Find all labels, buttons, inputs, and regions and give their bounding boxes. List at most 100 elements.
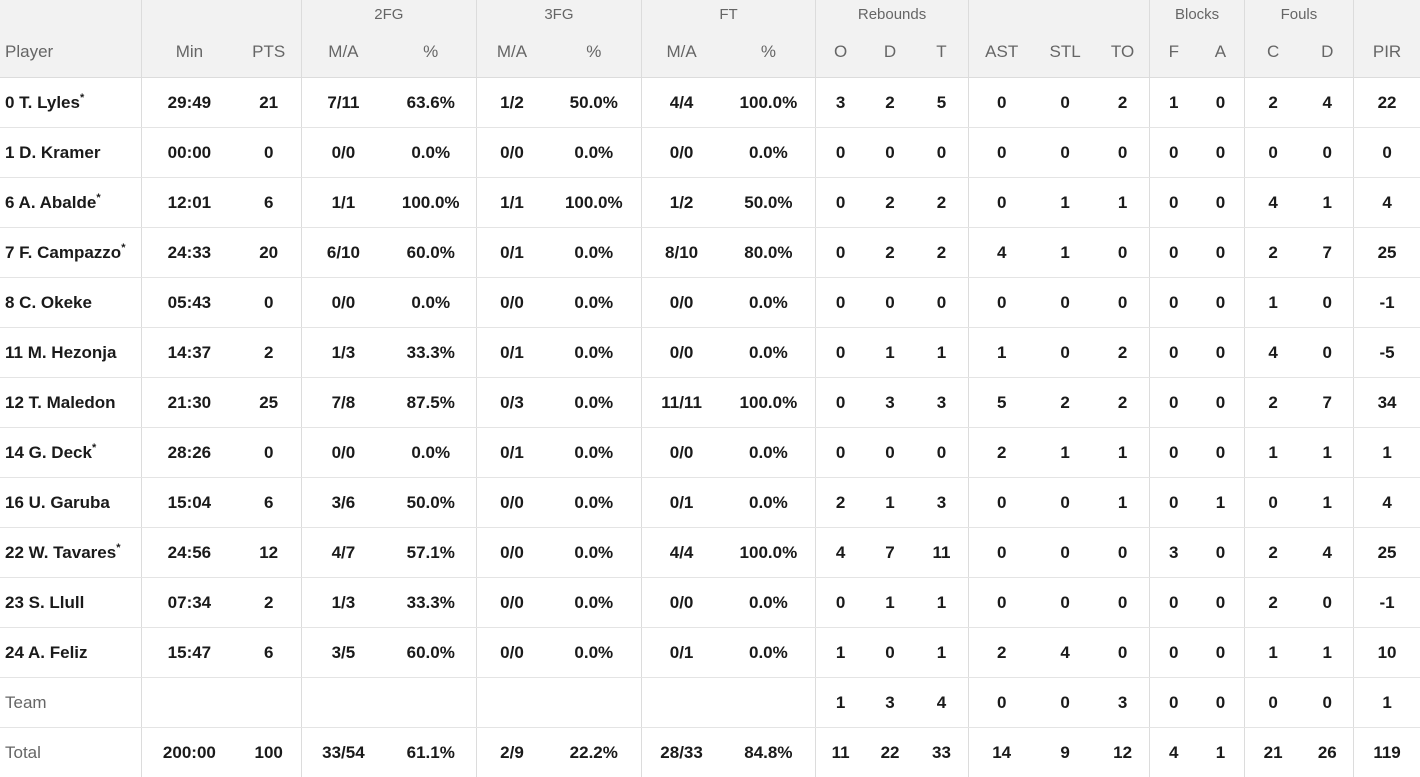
column-header-reb-t[interactable]: T: [915, 26, 968, 78]
stat-ast: 4: [968, 228, 1034, 278]
stat-stl: 9: [1035, 728, 1096, 777]
player-cell: 24 A. Feliz: [0, 628, 141, 678]
stat-reb-t: 0: [915, 278, 968, 328]
column-header-ft-ma[interactable]: M/A: [641, 26, 721, 78]
column-header-player[interactable]: Player: [0, 26, 141, 78]
stat-min: 29:49: [141, 78, 236, 128]
player-name-link[interactable]: 16 U. Garuba: [5, 493, 110, 512]
player-name-link[interactable]: 8 C. Okeke: [5, 293, 92, 312]
stat-foul-c: 4: [1244, 328, 1301, 378]
stat-3fg-ma: 0/1: [477, 328, 547, 378]
player-name-link[interactable]: 7 F. Campazzo: [5, 243, 121, 262]
column-header-blk-f[interactable]: F: [1150, 26, 1197, 78]
column-header-blk-a[interactable]: A: [1197, 26, 1244, 78]
player-name-link[interactable]: 6 A. Abalde: [5, 193, 96, 212]
stat-blk-f: 0: [1150, 628, 1197, 678]
stat-pir: 25: [1354, 528, 1420, 578]
column-header-ast[interactable]: AST: [968, 26, 1034, 78]
column-header-to[interactable]: TO: [1096, 26, 1150, 78]
stat-blk-a: 0: [1197, 228, 1244, 278]
group-header-rebounds: Rebounds: [816, 0, 969, 26]
column-header-min[interactable]: Min: [141, 26, 236, 78]
stat-foul-c: 0: [1244, 678, 1301, 728]
stat-reb-d: 1: [865, 578, 915, 628]
stat-reb-d: 0: [865, 428, 915, 478]
stat-blk-a: 1: [1197, 728, 1244, 777]
column-header-2fg-pct[interactable]: %: [385, 26, 476, 78]
stat-2fg-ma: [301, 678, 385, 728]
player-name-link[interactable]: 22 W. Tavares: [5, 543, 116, 562]
stat-foul-d: 4: [1301, 78, 1353, 128]
player-name-link[interactable]: 1 D. Kramer: [5, 143, 100, 162]
stat-min: 00:00: [141, 128, 236, 178]
stat-blk-a: 0: [1197, 428, 1244, 478]
stat-2fg-pct: 60.0%: [385, 228, 476, 278]
column-header-reb-o[interactable]: O: [816, 26, 865, 78]
column-header-reb-d[interactable]: D: [865, 26, 915, 78]
stat-stl: 0: [1035, 578, 1096, 628]
stat-reb-o: 0: [816, 378, 865, 428]
stat-blk-f: 1: [1150, 78, 1197, 128]
stat-ft-pct: 0.0%: [721, 478, 815, 528]
stat-2fg-ma: 3/6: [301, 478, 385, 528]
stat-reb-d: 0: [865, 278, 915, 328]
stat-blk-a: 0: [1197, 528, 1244, 578]
table-header: 2FG 3FG FT Rebounds Blocks Fouls Player …: [0, 0, 1420, 78]
group-header-row: 2FG 3FG FT Rebounds Blocks Fouls: [0, 0, 1420, 26]
stat-3fg-pct: 0.0%: [547, 478, 641, 528]
stat-blk-f: 3: [1150, 528, 1197, 578]
stat-blk-a: 0: [1197, 628, 1244, 678]
stat-pts: 21: [237, 78, 301, 128]
stat-pts: 2: [237, 578, 301, 628]
column-header-3fg-ma[interactable]: M/A: [477, 26, 547, 78]
column-header-2fg-ma[interactable]: M/A: [301, 26, 385, 78]
stat-reb-o: 0: [816, 128, 865, 178]
column-header-pts[interactable]: PTS: [237, 26, 301, 78]
stat-foul-d: 7: [1301, 378, 1353, 428]
stat-ft-pct: 50.0%: [721, 178, 815, 228]
column-header-3fg-pct[interactable]: %: [547, 26, 641, 78]
column-header-foul-c[interactable]: C: [1244, 26, 1301, 78]
stat-2fg-ma: 0/0: [301, 278, 385, 328]
stat-3fg-pct: 0.0%: [547, 328, 641, 378]
stat-reb-t: 2: [915, 178, 968, 228]
player-name-link[interactable]: 11 M. Hezonja: [5, 343, 116, 362]
column-header-pir[interactable]: PIR: [1354, 26, 1420, 78]
stat-reb-d: 7: [865, 528, 915, 578]
stat-reb-o: 11: [816, 728, 865, 777]
stat-pts: 6: [237, 178, 301, 228]
stat-2fg-pct: 0.0%: [385, 428, 476, 478]
stat-2fg-pct: 87.5%: [385, 378, 476, 428]
stat-ast: 0: [968, 128, 1034, 178]
player-name-link[interactable]: 12 T. Maledon: [5, 393, 116, 412]
stat-min: 24:33: [141, 228, 236, 278]
player-name-link[interactable]: 23 S. Llull: [5, 593, 84, 612]
stat-stl: 0: [1035, 78, 1096, 128]
stat-2fg-pct: 57.1%: [385, 528, 476, 578]
column-header-foul-d[interactable]: D: [1301, 26, 1353, 78]
stat-foul-c: 0: [1244, 128, 1301, 178]
player-cell: 23 S. Llull: [0, 578, 141, 628]
stat-reb-d: 3: [865, 678, 915, 728]
stat-3fg-ma: 0/3: [477, 378, 547, 428]
stat-foul-c: 1: [1244, 628, 1301, 678]
stat-reb-o: 0: [816, 428, 865, 478]
group-header-3fg: 3FG: [477, 0, 642, 26]
stat-3fg-ma: 0/0: [477, 278, 547, 328]
stat-ft-ma: 1/2: [641, 178, 721, 228]
stat-pts: 6: [237, 478, 301, 528]
stat-2fg-pct: 33.3%: [385, 578, 476, 628]
stat-reb-o: 1: [816, 628, 865, 678]
column-header-stl[interactable]: STL: [1035, 26, 1096, 78]
player-name-link[interactable]: 14 G. Deck: [5, 443, 92, 462]
column-header-row: Player Min PTS M/A % M/A % M/A % O D T A…: [0, 26, 1420, 78]
player-name-link[interactable]: 0 T. Lyles: [5, 93, 80, 112]
player-name-link[interactable]: 24 A. Feliz: [5, 643, 88, 662]
stat-ast: 2: [968, 628, 1034, 678]
group-header-empty: [968, 0, 1150, 26]
column-header-ft-pct[interactable]: %: [721, 26, 815, 78]
stat-2fg-pct: 100.0%: [385, 178, 476, 228]
stat-2fg-pct: 60.0%: [385, 628, 476, 678]
